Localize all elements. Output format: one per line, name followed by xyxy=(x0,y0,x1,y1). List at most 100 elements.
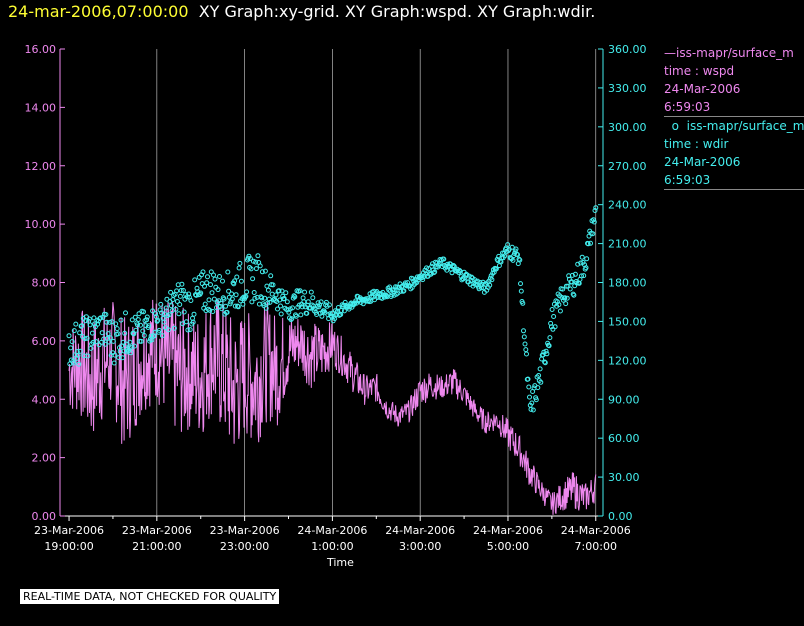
wdir-point xyxy=(132,343,137,349)
wdir-point xyxy=(132,314,138,320)
wdir-point xyxy=(129,344,134,350)
wdir-point xyxy=(275,306,280,312)
wdir-point xyxy=(398,288,404,294)
wdir-point xyxy=(190,315,195,321)
wdir-point xyxy=(263,305,269,311)
wdir-point xyxy=(384,293,390,299)
wdir-point xyxy=(266,296,272,302)
wdir-point xyxy=(237,260,243,266)
wdir-point xyxy=(135,317,141,323)
wdir-point xyxy=(584,256,590,262)
wdir-point xyxy=(426,266,432,272)
wdir-point xyxy=(159,310,165,316)
wdir-point xyxy=(141,333,147,338)
wdir-point xyxy=(163,305,169,311)
legend-wdir: o iss-mapr/surface_m time : wdir 24-Mar-… xyxy=(664,117,804,189)
wdir-point xyxy=(562,295,568,301)
wdir-point xyxy=(502,253,508,259)
wdir-point xyxy=(268,273,274,279)
wdir-point xyxy=(107,319,113,325)
legend-series-name: iss-mapr/surface_m xyxy=(676,46,794,60)
wdir-point xyxy=(262,295,268,301)
wdir-point xyxy=(115,331,121,337)
wdir-point xyxy=(93,339,99,345)
x-tick-date: 24-Mar-2006 xyxy=(297,524,367,537)
wdir-point xyxy=(278,303,283,309)
right-tick-label: 300.00 xyxy=(608,121,647,134)
wdir-point xyxy=(249,299,255,305)
wdir-point xyxy=(517,257,523,263)
wdir-point xyxy=(265,287,271,293)
wdir-point xyxy=(533,397,539,403)
wdir-point xyxy=(174,299,180,304)
wdir-point xyxy=(521,328,526,334)
wdir-point xyxy=(211,296,217,302)
x-tick-date: 23-Mar-2006 xyxy=(210,524,280,537)
wdir-point xyxy=(410,276,416,282)
wdir-point xyxy=(569,279,575,285)
wdir-point xyxy=(140,328,146,334)
wdir-point xyxy=(326,302,332,308)
left-tick-label: 6.00 xyxy=(32,335,57,348)
wdir-point xyxy=(270,282,276,288)
wdir-point xyxy=(202,301,208,307)
wdir-point xyxy=(342,299,348,305)
x-tick-time: 23:00:00 xyxy=(220,540,269,553)
wdir-point xyxy=(290,305,295,311)
wdir-point xyxy=(449,270,455,276)
x-axis-label: Time xyxy=(326,556,354,569)
wdir-point xyxy=(251,290,257,295)
wdir-point xyxy=(424,265,429,271)
wdir-point xyxy=(98,315,104,321)
wdir-point xyxy=(138,338,144,344)
wdir-point xyxy=(71,360,77,366)
wdir-point xyxy=(513,246,519,252)
wdir-point xyxy=(259,269,265,275)
wdir-point xyxy=(153,311,159,317)
wdir-point xyxy=(301,299,307,305)
wdir-point xyxy=(166,312,172,318)
wdir-point xyxy=(543,348,549,354)
wdir-point xyxy=(95,321,101,327)
wdir-point xyxy=(177,293,183,299)
wdir-point xyxy=(155,317,161,323)
wdir-point xyxy=(126,345,132,351)
wdir-point xyxy=(444,267,450,273)
wdir-point xyxy=(76,361,82,367)
wdir-point xyxy=(215,287,221,293)
wdir-point xyxy=(536,373,542,378)
wdir-point xyxy=(186,291,192,297)
wdir-point xyxy=(209,290,215,296)
wdir-point xyxy=(87,322,93,328)
wdir-point xyxy=(106,339,112,345)
wdir-point xyxy=(334,309,340,315)
wdir-point xyxy=(110,338,116,344)
wdir-point xyxy=(240,301,246,307)
wdir-point xyxy=(92,321,98,327)
legend: —iss-mapr/surface_m time : wspd 24-Mar-2… xyxy=(664,44,804,190)
wdir-point xyxy=(293,313,299,319)
wdir-point xyxy=(522,341,528,347)
wdir-point xyxy=(109,319,115,325)
wdir-point xyxy=(250,258,256,264)
wdir-point xyxy=(178,288,184,293)
legend-line-swatch: — xyxy=(664,46,676,60)
wdir-point xyxy=(288,317,294,323)
wdir-point xyxy=(308,289,314,295)
wdir-point xyxy=(259,295,265,301)
wdir-point xyxy=(91,315,97,321)
wdir-point xyxy=(168,303,174,309)
x-tick-time: 7:00:00 xyxy=(575,540,617,553)
wdir-point xyxy=(90,339,96,345)
wdir-point xyxy=(544,351,550,357)
legend-divider xyxy=(664,116,804,117)
wdir-point xyxy=(103,312,109,317)
wdir-point xyxy=(136,311,142,317)
wdir-point xyxy=(138,322,143,328)
wdir-point xyxy=(187,327,193,333)
wdir-point xyxy=(592,208,598,213)
wdir-point xyxy=(469,274,475,280)
wdir-point xyxy=(590,231,596,237)
wdir-point xyxy=(158,301,164,307)
wdir-point xyxy=(527,394,532,400)
